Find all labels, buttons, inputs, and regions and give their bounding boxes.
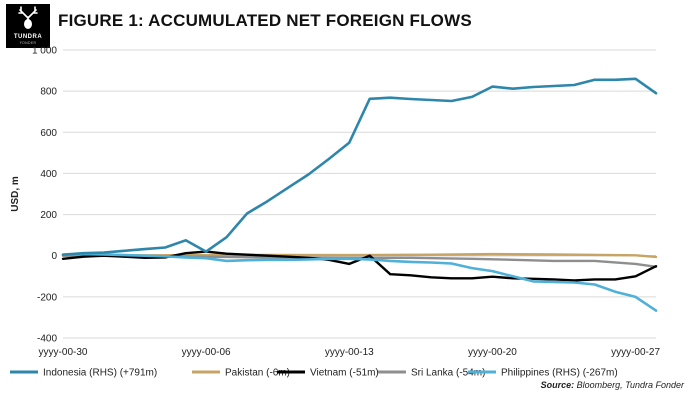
x-tick-label: yyyy-00-06 [182,347,231,358]
series-line [61,252,658,312]
reindeer-icon [18,6,38,29]
y-tick-label: 0 [51,251,57,262]
logo-text: TUNDRA [13,34,43,40]
x-tick-label: yyyy-00-20 [468,347,517,358]
y-tick-label: -400 [37,334,57,345]
source-text: Bloomberg, Tundra Fonder [574,380,684,390]
y-tick-label: 200 [40,210,57,221]
legend-label: Philippines (RHS) (-267m) [501,368,618,379]
legend-label: Vietnam (-51m) [310,368,379,379]
logo-subtext: FONDER [19,41,37,45]
y-tick-label: -200 [37,292,57,303]
y-tick-label: 600 [40,128,57,139]
y-tick-label: 400 [40,169,57,180]
chart-title: FIGURE 1: ACCUMULATED NET FOREIGN FLOWS [58,11,472,30]
legend-label: Sri Lanka (-54m) [411,368,485,379]
legend-label: Indonesia (RHS) (+791m) [43,368,157,379]
source-note: Source: Bloomberg, Tundra Fonder [541,380,684,390]
y-tick-label: 1 000 [32,46,57,57]
y-axis-label: USD, m [10,176,21,212]
x-tick-label: yyyy-00-27 [611,347,660,358]
x-tick-label: yyyy-00-13 [325,347,374,358]
tundra-logo: TUNDRA FONDER [6,4,50,48]
y-tick-label: 800 [40,87,57,98]
source-label: Source: [540,380,575,390]
legend-label: Pakistan (-6m) [225,368,290,379]
x-tick-label: yyyy-00-30 [39,347,88,358]
series-line [61,77,658,256]
